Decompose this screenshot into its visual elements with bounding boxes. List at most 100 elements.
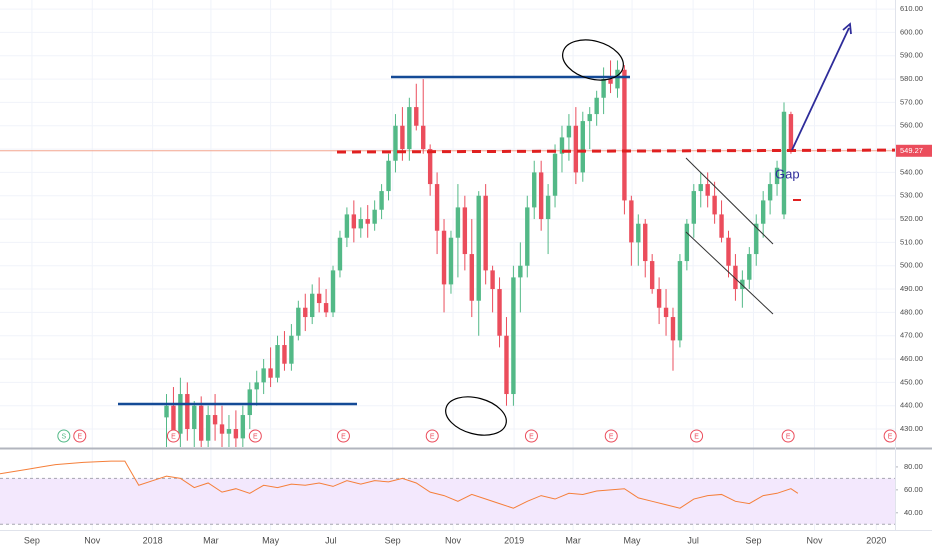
candle-body <box>622 69 627 201</box>
axes: Sep Nov 2018 Mar May Jul Sep Nov 2019 Mar May Jul Se… <box>24 4 932 545</box>
candle-body <box>608 79 613 84</box>
event-marker <box>166 429 180 443</box>
y-tick-label: 570.00 <box>900 97 923 106</box>
rsi-tick-label: 60.00 <box>904 485 923 494</box>
y-tick-label: 500.00 <box>900 261 923 270</box>
grid <box>0 0 895 530</box>
y-tick-label: 600.00 <box>900 27 923 36</box>
top-ellipse <box>562 39 624 81</box>
last-price-label: 549.27 <box>900 146 923 155</box>
x-tick-label: 2019 <box>504 535 524 545</box>
candle-body <box>781 111 787 215</box>
candle-body <box>691 191 696 224</box>
candle-body <box>275 345 280 378</box>
y-tick-label: 590.00 <box>900 51 923 60</box>
event-label: E <box>171 433 176 440</box>
candle-body <box>532 172 537 208</box>
candle-body <box>247 389 252 416</box>
candle-body <box>525 207 530 266</box>
event-label: E <box>888 433 893 440</box>
candle-body <box>573 125 579 173</box>
candle-body <box>511 277 516 395</box>
candle-body <box>261 368 266 383</box>
candle-body <box>414 107 419 126</box>
candle-body <box>559 137 565 154</box>
candle-body <box>455 207 461 238</box>
candle-body <box>552 153 558 196</box>
candle-body <box>483 195 488 271</box>
event-marker <box>248 429 262 443</box>
event-label: E <box>430 433 435 440</box>
event-label: E <box>341 433 346 440</box>
drawings <box>118 22 895 436</box>
event-label: E <box>529 433 534 440</box>
y-tick-label: 470.00 <box>900 331 923 340</box>
x-tick-label: Nov <box>84 535 101 545</box>
rsi-band <box>0 478 895 525</box>
y-tick-label: 450.00 <box>900 377 923 386</box>
candle-body <box>240 415 246 439</box>
x-tick-label: 2018 <box>143 535 163 545</box>
candle-body <box>684 223 690 262</box>
gap-label: Gap <box>775 166 800 181</box>
candle-body <box>656 289 662 308</box>
x-tick-label: May <box>624 535 642 545</box>
candle-body <box>636 223 641 243</box>
y-tick-label: 490.00 <box>900 284 923 293</box>
event-marker <box>336 429 350 443</box>
candle-body <box>372 209 377 224</box>
candle-body <box>476 195 481 301</box>
candle-body <box>212 415 218 425</box>
y-tick-label: 460.00 <box>900 354 923 363</box>
rsi-line <box>0 460 799 509</box>
event-label: E <box>609 433 614 440</box>
event-marker <box>425 429 439 443</box>
candle-body <box>358 219 363 229</box>
candle-body <box>303 307 308 318</box>
candle-body <box>462 207 468 255</box>
event-marker <box>690 429 704 443</box>
candle-body <box>316 293 322 304</box>
y-tick-label: 540.00 <box>900 167 923 176</box>
candle-body <box>205 415 211 441</box>
candle-body <box>740 279 745 290</box>
arrow-head <box>842 22 852 35</box>
candle-body <box>330 270 336 313</box>
candle-body <box>226 429 232 434</box>
candle-body <box>726 237 731 266</box>
candle-body <box>441 230 447 285</box>
candle-body <box>178 394 183 434</box>
neckline <box>336 148 895 154</box>
candle-body <box>538 172 544 220</box>
channel-line <box>685 231 774 315</box>
candle-body <box>199 405 204 441</box>
candle-body <box>393 125 398 161</box>
candle-body <box>351 214 357 229</box>
candle-body <box>615 69 620 89</box>
x-tick-label: Mar <box>203 535 219 545</box>
candle-body <box>400 125 405 150</box>
candle-body <box>629 200 634 243</box>
x-tick-label: Jul <box>687 535 699 545</box>
x-tick-label: Nov <box>807 535 824 545</box>
candle-body <box>587 114 592 122</box>
event-marker <box>604 429 618 443</box>
candle-body <box>185 394 190 430</box>
candle-body <box>774 167 780 185</box>
candle-body <box>171 405 176 434</box>
candle-body <box>386 160 391 192</box>
event-marker <box>524 429 538 443</box>
candle-body <box>337 237 343 271</box>
x-tick-label: 2020 <box>866 535 886 545</box>
candle-body <box>379 191 384 210</box>
event-label: E <box>77 433 82 440</box>
rsi-layer <box>0 460 898 525</box>
y-tick-label: 430.00 <box>900 424 923 433</box>
candle-body <box>747 254 752 280</box>
candle-body <box>504 335 509 395</box>
candle-body <box>566 125 572 138</box>
candle-body <box>310 293 315 318</box>
candle-body <box>233 429 239 439</box>
y-tick-label: 580.00 <box>900 74 923 83</box>
candle-body <box>448 237 454 285</box>
